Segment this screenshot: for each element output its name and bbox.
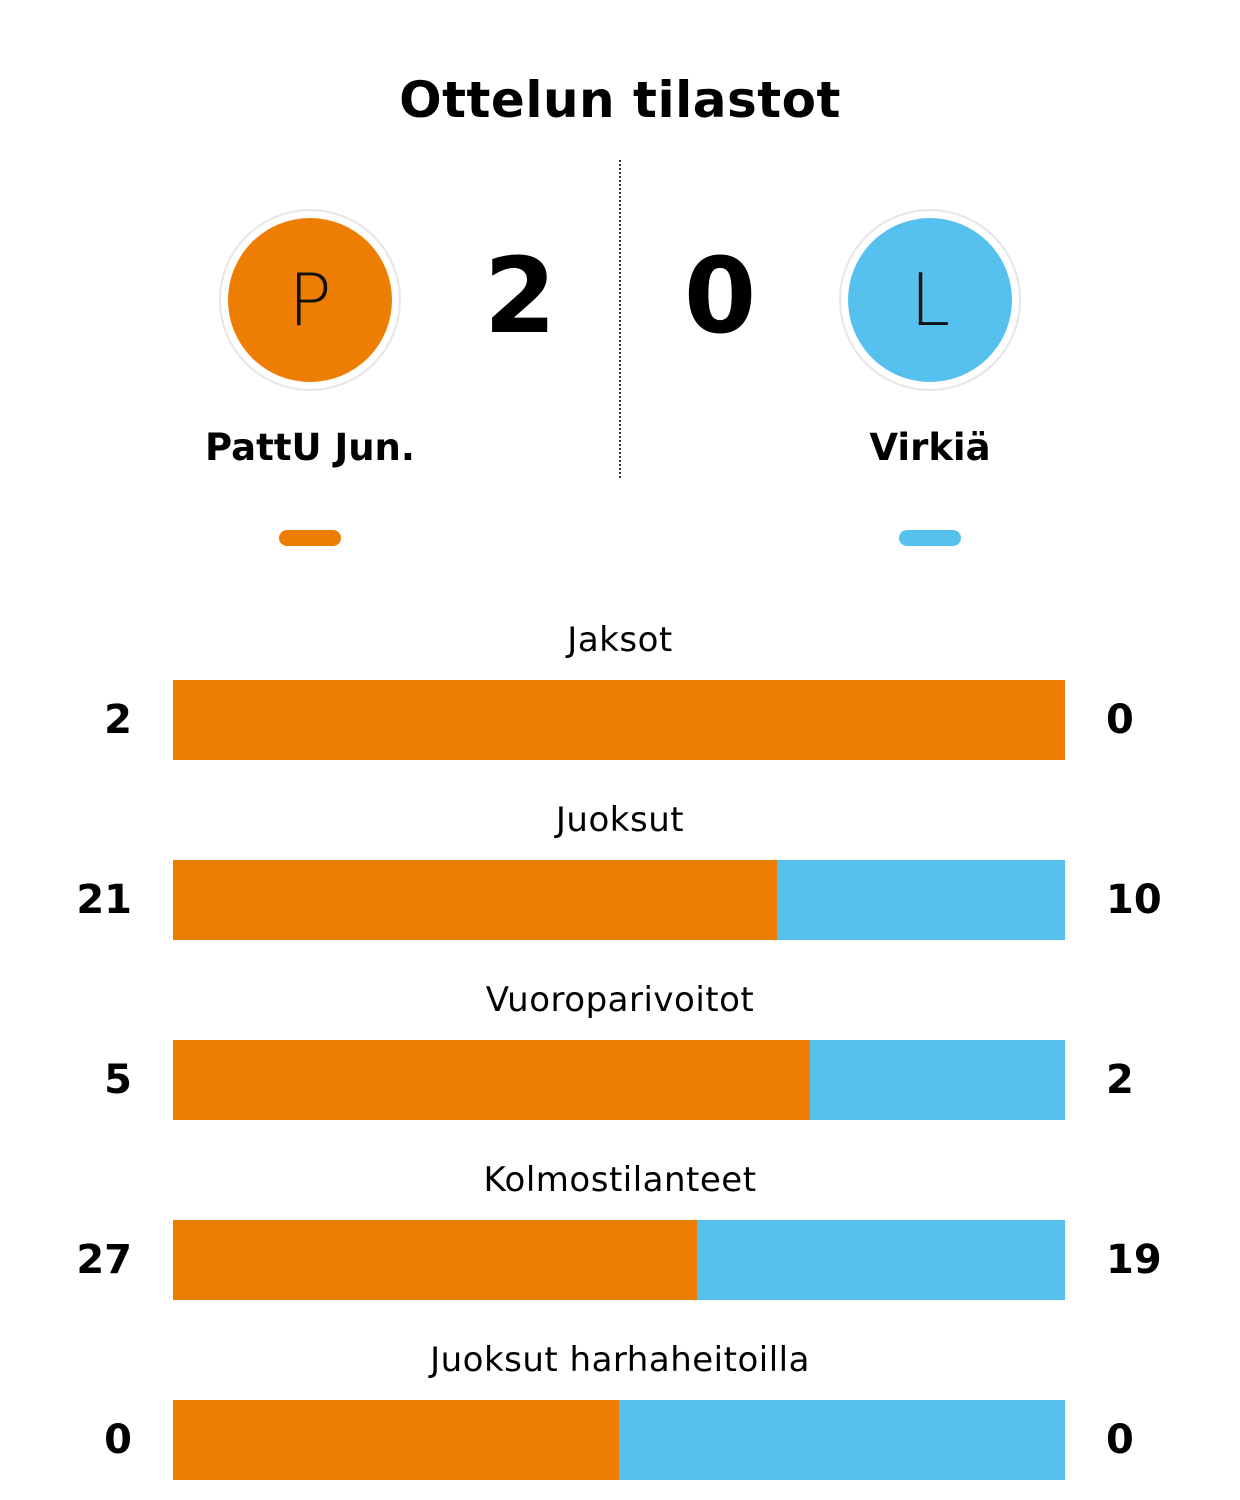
stat-bar-home-segment — [173, 1400, 619, 1480]
away-team-logo: L — [839, 209, 1021, 391]
stat-away-value: 10 — [1106, 877, 1162, 923]
away-color-indicator — [899, 530, 961, 546]
home-logo-letter: P — [228, 218, 392, 382]
stat-away-value: 2 — [1106, 1057, 1134, 1103]
stat-home-value: 21 — [76, 877, 132, 923]
stat-bar — [173, 1040, 1065, 1120]
stat-bar — [173, 1220, 1065, 1300]
stat-bar — [173, 1400, 1065, 1480]
stat-label: Juoksut harhaheitoilla — [430, 1340, 810, 1380]
stat-bar-away-segment — [696, 1220, 1065, 1300]
home-score: 2 — [483, 235, 557, 357]
stat-bar-away-segment — [777, 860, 1065, 940]
stat-home-value: 0 — [104, 1417, 132, 1463]
page-title: Ottelun tilastot — [399, 71, 841, 129]
stat-home-value: 27 — [76, 1237, 132, 1283]
away-team-name: Virkiä — [869, 426, 991, 469]
home-team-name: PattU Jun. — [205, 426, 415, 469]
stat-label: Vuoroparivoitot — [485, 980, 755, 1020]
stat-away-value: 19 — [1106, 1237, 1162, 1283]
home-color-indicator — [279, 530, 341, 546]
stat-away-value: 0 — [1106, 1417, 1134, 1463]
away-logo-letter: L — [848, 218, 1012, 382]
stat-bar-away-segment — [810, 1040, 1065, 1120]
stat-bar-away-segment — [619, 1400, 1065, 1480]
home-team-logo: P — [219, 209, 401, 391]
away-score: 0 — [683, 235, 757, 357]
stat-away-value: 0 — [1106, 697, 1134, 743]
stat-label: Kolmostilanteet — [483, 1160, 757, 1200]
stat-bar-home-segment — [173, 1220, 697, 1300]
stat-bar-home-segment — [173, 1040, 811, 1120]
stat-bar — [173, 680, 1065, 760]
score-divider — [619, 160, 621, 478]
stat-bar — [173, 860, 1065, 940]
stat-label: Jaksot — [567, 620, 673, 660]
stat-home-value: 2 — [104, 697, 132, 743]
stat-bar-home-segment — [173, 860, 778, 940]
stat-label: Juoksut — [555, 800, 685, 840]
stat-home-value: 5 — [104, 1057, 132, 1103]
stat-bar-home-segment — [173, 680, 1065, 760]
